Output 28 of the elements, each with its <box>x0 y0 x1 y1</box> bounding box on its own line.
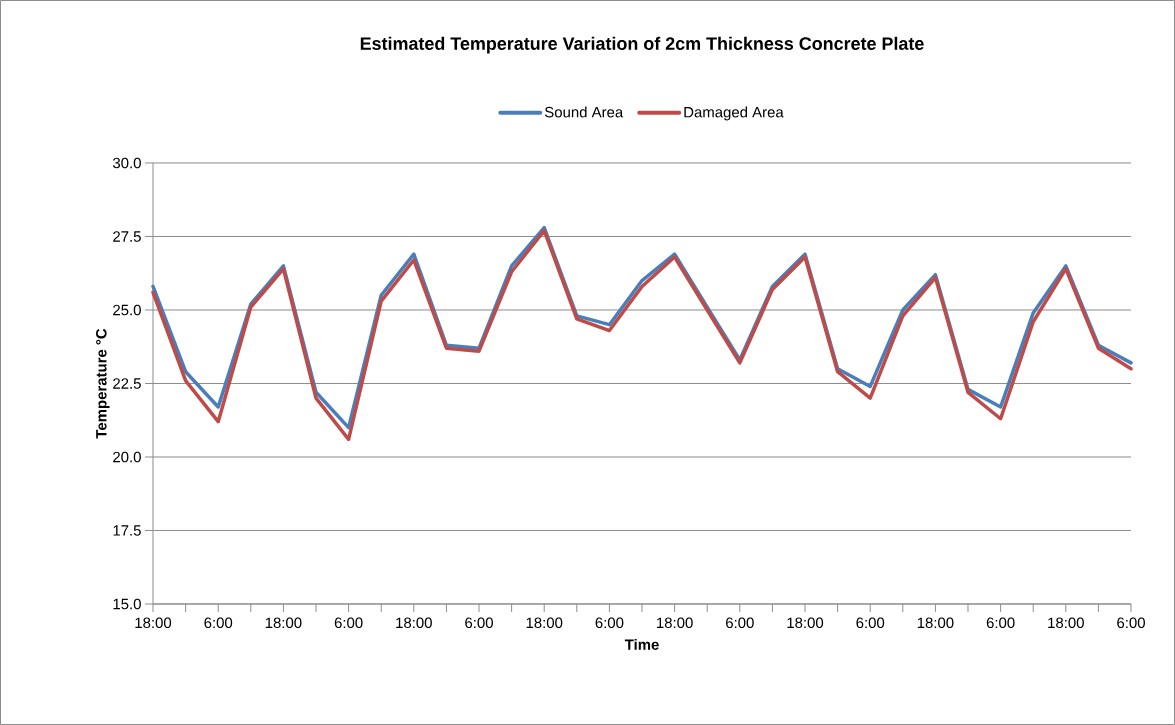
chart-title: Estimated Temperature Variation of 2cm Thickness Concrete Plate <box>360 36 924 54</box>
y-tick-label: 30.0 <box>112 157 141 169</box>
y-tick-label: 27.5 <box>113 231 141 242</box>
y-tick-label: 22.5 <box>113 378 141 389</box>
x-tick-label: 18:00 <box>396 617 432 629</box>
y-axis-title: Temperature °C <box>96 328 110 439</box>
y-tick-label: 17.5 <box>113 525 141 536</box>
x-tick-label: 18:00 <box>1048 617 1084 629</box>
y-tick-label: 20.0 <box>113 451 141 463</box>
x-tick-label: 18:00 <box>265 617 302 629</box>
x-tick-label: 6:00 <box>334 617 363 629</box>
x-axis-title: Time <box>624 638 659 650</box>
y-tick-label: 25.0 <box>113 304 141 316</box>
x-tick-label: 18:00 <box>135 617 172 629</box>
x-tick-label: 6:00 <box>465 617 493 629</box>
x-tick-label: 6:00 <box>726 617 754 629</box>
x-tick-label: 18:00 <box>657 617 693 629</box>
x-tick-label: 6:00 <box>595 617 624 629</box>
y-tick-label: 15.0 <box>113 598 141 610</box>
x-tick-label: 6:00 <box>856 617 885 629</box>
x-tick-label: 18:00 <box>526 617 563 629</box>
x-tick-label: 6:00 <box>1117 617 1145 629</box>
x-tick-label: 18:00 <box>787 617 824 629</box>
x-tick-label: 6:00 <box>986 617 1015 629</box>
legend-label: Sound Area <box>544 106 624 118</box>
x-tick-label: 6:00 <box>204 617 233 629</box>
legend-label: Damaged Area <box>684 106 784 121</box>
x-tick-label: 18:00 <box>917 617 954 629</box>
